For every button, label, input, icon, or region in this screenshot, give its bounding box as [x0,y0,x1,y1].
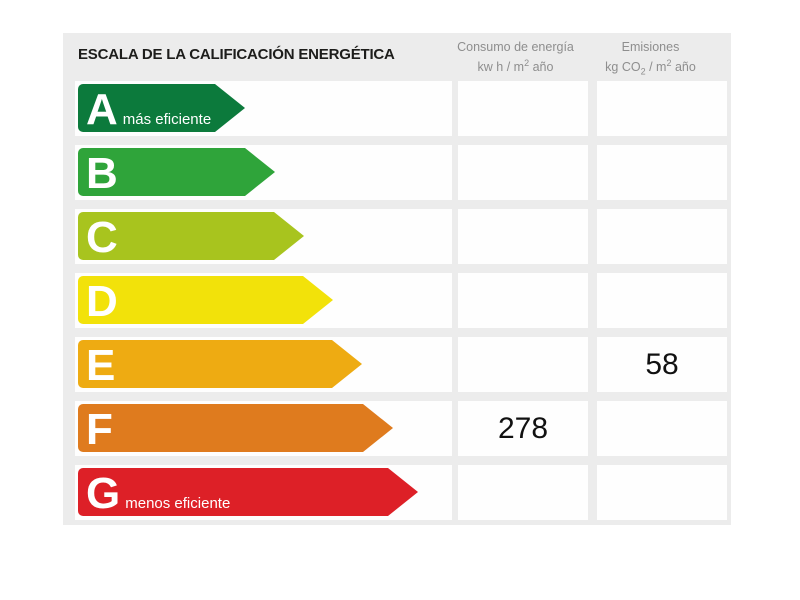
emissions-value-cell [597,81,727,136]
scale-band: B [75,145,452,200]
grade-letter: C [86,213,118,260]
scale-band: F [75,401,452,456]
consumption-value-cell: 278 [458,401,588,456]
consumption-value-cell [458,209,588,264]
grade-letter: D [86,277,118,324]
grade-arrow-c: C [78,212,304,260]
grade-letter: F [86,405,113,452]
emissions-value-cell [597,209,727,264]
column-header-emissions: Emisiones kg CO2 / m2 año [578,39,723,80]
consumption-header-name: Consumo de energía [457,40,574,54]
grade-letter: E [86,341,116,388]
column-header-consumption: Consumo de energía kw h / m2 año [443,39,588,75]
grade-arrow-d: D [78,276,333,324]
emissions-value-cell [597,401,727,456]
grade-letter: G [86,469,121,516]
emissions-value-cell [597,465,727,520]
consumption-value-cell [458,273,588,328]
grade-arrow-g: G menos eficiente [78,468,418,516]
grade-arrow-f: F [78,404,393,452]
emissions-value-cell: 58 [597,337,727,392]
consumption-value-cell [458,337,588,392]
rating-row-g: G menos eficiente [63,465,731,520]
grade-note: más eficiente [122,111,212,128]
scale-band: G menos eficiente [75,465,452,520]
rating-row-d: D [63,273,731,328]
grade-arrow-a: A más eficiente [78,84,245,132]
emissions-header-unit: kg CO2 / m2 año [605,58,696,77]
rating-row-e: E 58 [63,337,731,392]
emissions-value-cell [597,273,727,328]
grade-letter: A [86,85,118,132]
panel-title: ESCALA DE LA CALIFICACIÓN ENERGÉTICA [78,46,395,63]
consumption-header-unit: kw h / m2 año [477,58,554,75]
grade-letter: B [86,149,118,196]
energy-rating-panel: ESCALA DE LA CALIFICACIÓN ENERGÉTICA Con… [63,33,731,525]
emissions-value-cell [597,145,727,200]
rating-row-b: B [63,145,731,200]
scale-band: E [75,337,452,392]
grade-note: menos eficiente [125,495,231,512]
rating-row-a: A más eficiente [63,81,731,136]
grade-arrow-e: E [78,340,362,388]
emissions-header-name: Emisiones [621,40,680,54]
grade-arrow-b: B [78,148,275,196]
consumption-value-cell [458,81,588,136]
consumption-value-cell [458,145,588,200]
scale-band: D [75,273,452,328]
rating-row-f: F 278 [63,401,731,456]
scale-band: A más eficiente [75,81,452,136]
scale-band: C [75,209,452,264]
rating-row-c: C [63,209,731,264]
consumption-value-cell [458,465,588,520]
